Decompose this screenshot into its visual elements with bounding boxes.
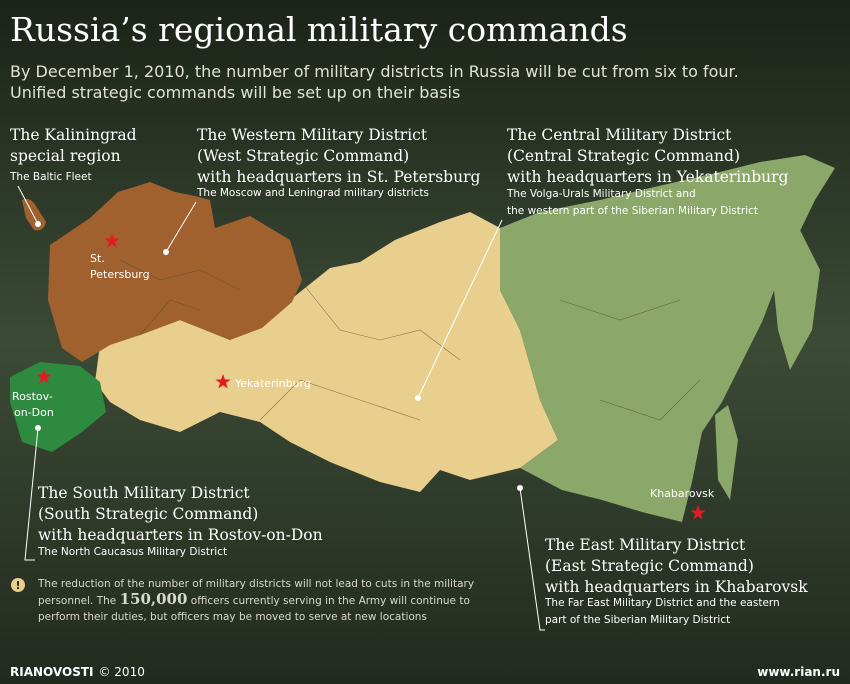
leader-line bbox=[519, 487, 545, 631]
hq-star bbox=[215, 374, 231, 389]
copyright: © 2010 bbox=[98, 665, 144, 679]
footnote-number: 150,000 bbox=[120, 590, 188, 608]
marker-dot bbox=[517, 485, 523, 491]
region-heading: with headquarters in St. Petersburg bbox=[197, 168, 480, 186]
subtitle: By December 1, 2010, the number of milit… bbox=[10, 62, 739, 81]
region-heading: with headquarters in Yekaterinburg bbox=[507, 168, 789, 186]
sakhalin bbox=[715, 405, 738, 500]
info-icon-text: ! bbox=[15, 579, 20, 592]
region-heading: with headquarters in Rostov-on-Don bbox=[38, 526, 323, 544]
south-district bbox=[10, 362, 106, 452]
hq-star bbox=[690, 505, 706, 520]
city-label: Yekaterinburg bbox=[234, 377, 311, 390]
marker-dot bbox=[163, 249, 169, 255]
region-note: The Baltic Fleet bbox=[9, 171, 92, 183]
map bbox=[10, 155, 835, 522]
region-note: part of the Siberian Military District bbox=[545, 614, 730, 626]
western-district bbox=[48, 182, 302, 362]
region-heading: The Kaliningrad bbox=[10, 126, 137, 144]
footnote: personnel. The 150,000 officers currentl… bbox=[38, 590, 470, 608]
footnote-part: personnel. The bbox=[38, 595, 120, 607]
footnote: The reduction of the number of military … bbox=[37, 578, 474, 590]
region-note: The Moscow and Leningrad military distri… bbox=[196, 187, 429, 199]
region-note: the western part of the Siberian Militar… bbox=[507, 205, 758, 217]
city-label: Petersburg bbox=[90, 268, 150, 281]
marker-dot bbox=[35, 425, 41, 431]
subtitle: Unified strategic commands will be set u… bbox=[10, 83, 460, 102]
title: Russia’s regional military commands bbox=[10, 10, 628, 49]
region-note: The Volga-Urals Military District and bbox=[506, 188, 696, 200]
region-note: The North Caucasus Military District bbox=[37, 546, 227, 558]
kamchatka bbox=[770, 230, 820, 370]
region-heading: The East Military District bbox=[545, 536, 746, 554]
region-heading: (West Strategic Command) bbox=[197, 147, 409, 165]
region-heading: (Central Strategic Command) bbox=[507, 147, 740, 165]
brand: RIANOVOSTI © 2010 bbox=[10, 665, 145, 679]
region-heading: The Central Military District bbox=[507, 126, 732, 144]
east-district bbox=[500, 155, 835, 522]
leader-line bbox=[165, 201, 197, 253]
info-icon bbox=[11, 578, 25, 592]
footnote-part: officers currently serving in the Army w… bbox=[187, 595, 469, 607]
marker-dot bbox=[35, 221, 41, 227]
region-heading: with headquarters in Khabarovsk bbox=[545, 578, 808, 596]
url: www.rian.ru bbox=[757, 665, 840, 679]
city-label: Khabarovsk bbox=[650, 487, 715, 500]
city-label: St. bbox=[90, 252, 105, 265]
leader-line bbox=[17, 185, 39, 225]
central-district bbox=[95, 212, 558, 492]
leader-line bbox=[417, 219, 503, 399]
city-label: on-Don bbox=[14, 406, 54, 419]
footnote: perform their duties, but officers may b… bbox=[38, 611, 427, 623]
region-heading: The South Military District bbox=[38, 484, 250, 502]
internal-borders bbox=[119, 259, 701, 421]
region-heading: special region bbox=[10, 147, 121, 165]
region-note: The Far East Military District and the e… bbox=[544, 597, 780, 609]
city-label: Rostov- bbox=[12, 390, 53, 403]
hq-star bbox=[104, 233, 120, 248]
region-heading: (East Strategic Command) bbox=[545, 557, 754, 575]
brand-name: RIANOVOSTI bbox=[10, 665, 93, 679]
hq-star bbox=[36, 369, 52, 384]
region-heading: The Western Military District bbox=[197, 126, 428, 144]
marker-dot bbox=[415, 395, 421, 401]
region-heading: (South Strategic Command) bbox=[38, 505, 258, 523]
leader-line bbox=[24, 427, 39, 561]
